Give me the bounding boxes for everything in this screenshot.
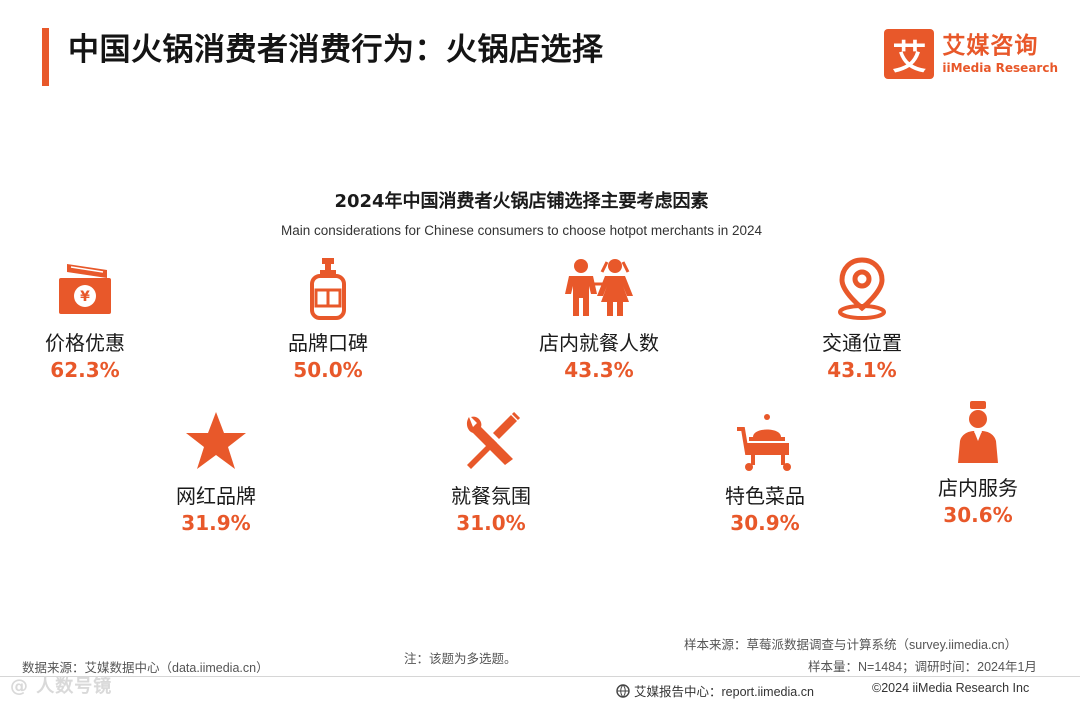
multi-select-note: 注：该题为多选题。	[404, 652, 517, 666]
star-icon	[184, 409, 248, 473]
bottle-icon	[296, 256, 360, 320]
factor-percent: 31.0%	[456, 511, 526, 535]
factor-label: 特色菜品	[725, 484, 805, 508]
chart-subtitle: Main considerations for Chinese consumer…	[280, 223, 763, 238]
brand-mark-icon: 艾	[884, 29, 935, 79]
chart-title: 2024年中国消费者火锅店铺选择主要考虑因素	[334, 191, 709, 212]
factor-percent: 30.6%	[943, 503, 1013, 527]
food-cart-icon	[733, 409, 797, 473]
factor-label: 品牌口碑	[288, 331, 368, 355]
sample-info: 样本量：N=1484；调研时间：2024年1月	[808, 660, 1037, 674]
factor-percent: 30.9%	[730, 511, 800, 535]
factor-label: 就餐氛围	[451, 484, 531, 508]
watermark: @ 人数号镜	[10, 676, 113, 697]
title-accent-bar	[42, 28, 49, 86]
factor-label: 交通位置	[822, 331, 902, 355]
factor-influencer-brand: 网红品牌 31.9%	[116, 409, 316, 537]
wallet-yuan-icon: ¥	[53, 256, 117, 320]
factor-percent: 43.1%	[827, 358, 897, 382]
factor-percent: 62.3%	[50, 358, 120, 382]
factor-label: 网红品牌	[176, 484, 256, 508]
factor-label: 价格优惠	[45, 331, 125, 355]
report-center-text: 艾媒报告中心：report.iimedia.cn	[634, 685, 814, 699]
factor-percent: 43.3%	[564, 358, 634, 382]
factor-brand-reputation: 品牌口碑 50.0%	[228, 256, 428, 384]
svg-text:¥: ¥	[80, 289, 90, 305]
factor-location: 交通位置 43.1%	[762, 256, 962, 384]
brand-name-cn: 艾媒咨询	[942, 33, 1039, 59]
brand-logo: 艾 艾媒咨询 iiMedia Research	[884, 28, 1058, 80]
factor-diners: 店内就餐人数 43.3%	[499, 256, 699, 384]
factor-label: 店内就餐人数	[539, 331, 659, 355]
data-source: 数据来源：艾媒数据中心（data.iimedia.cn）	[22, 661, 269, 675]
copyright: ©2024 iiMedia Research Inc	[872, 681, 1030, 695]
footer-divider	[0, 676, 1080, 677]
tools-icon	[459, 409, 523, 473]
factor-percent: 31.9%	[181, 511, 251, 535]
factor-service: 店内服务 30.6%	[878, 401, 1078, 529]
location-pin-icon	[830, 256, 894, 320]
globe-icon	[616, 684, 630, 698]
waiter-icon	[946, 401, 1010, 465]
sample-source: 样本来源：草莓派数据调查与计算系统（survey.iimedia.cn）	[684, 638, 1018, 652]
factor-signature-dishes: 特色菜品 30.9%	[665, 409, 865, 537]
factor-price: ¥ 价格优惠 62.3%	[0, 256, 185, 384]
report-center-link[interactable]: 艾媒报告中心：report.iimedia.cn	[616, 681, 814, 700]
page-title: 中国火锅消费者消费行为：火锅店选择	[68, 32, 604, 68]
factor-percent: 50.0%	[293, 358, 363, 382]
brand-name-en: iiMedia Research	[942, 61, 1058, 75]
people-icon	[565, 256, 633, 320]
factor-label: 店内服务	[938, 476, 1018, 500]
factor-atmosphere: 就餐氛围 31.0%	[391, 409, 591, 537]
